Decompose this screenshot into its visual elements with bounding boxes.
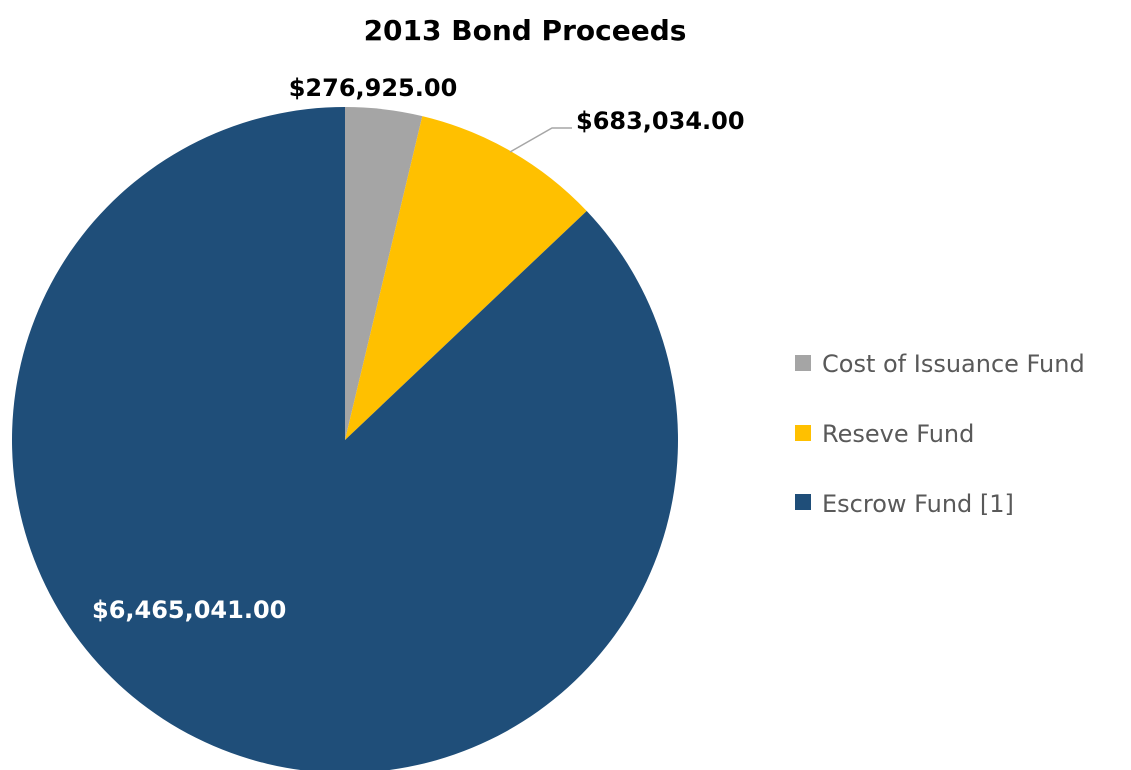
- data-label-escrow: $6,465,041.00: [92, 596, 286, 624]
- legend-swatch-escrow: [795, 494, 811, 510]
- data-labels: $276,925.00 $683,034.00 $6,465,041.00: [92, 74, 745, 624]
- chart-title: 2013 Bond Proceeds: [364, 14, 687, 47]
- leader-line-reserve: [509, 127, 572, 153]
- legend-label-escrow: Escrow Fund [1]: [822, 490, 1014, 518]
- legend-item-escrow: Escrow Fund [1]: [795, 490, 1014, 518]
- legend-item-reserve: Reseve Fund: [795, 420, 974, 448]
- legend-swatch-reserve: [795, 425, 811, 441]
- pie-slice-cost-of-issuance: [345, 107, 423, 440]
- legend-label-reserve: Reseve Fund: [822, 420, 974, 448]
- data-label-cost-of-issuance: $276,925.00: [289, 74, 458, 102]
- pie-slice-escrow: [12, 107, 678, 770]
- legend-label-cost-of-issuance: Cost of Issuance Fund: [822, 350, 1085, 378]
- pie-slice-reserve: [345, 116, 587, 440]
- legend-item-cost-of-issuance: Cost of Issuance Fund: [795, 350, 1085, 378]
- data-label-reserve: $683,034.00: [576, 107, 745, 135]
- pie-slices: [12, 107, 678, 770]
- legend: Cost of Issuance Fund Reseve Fund Escrow…: [795, 350, 1085, 518]
- legend-swatch-cost-of-issuance: [795, 355, 811, 371]
- leader-lines: [509, 127, 572, 153]
